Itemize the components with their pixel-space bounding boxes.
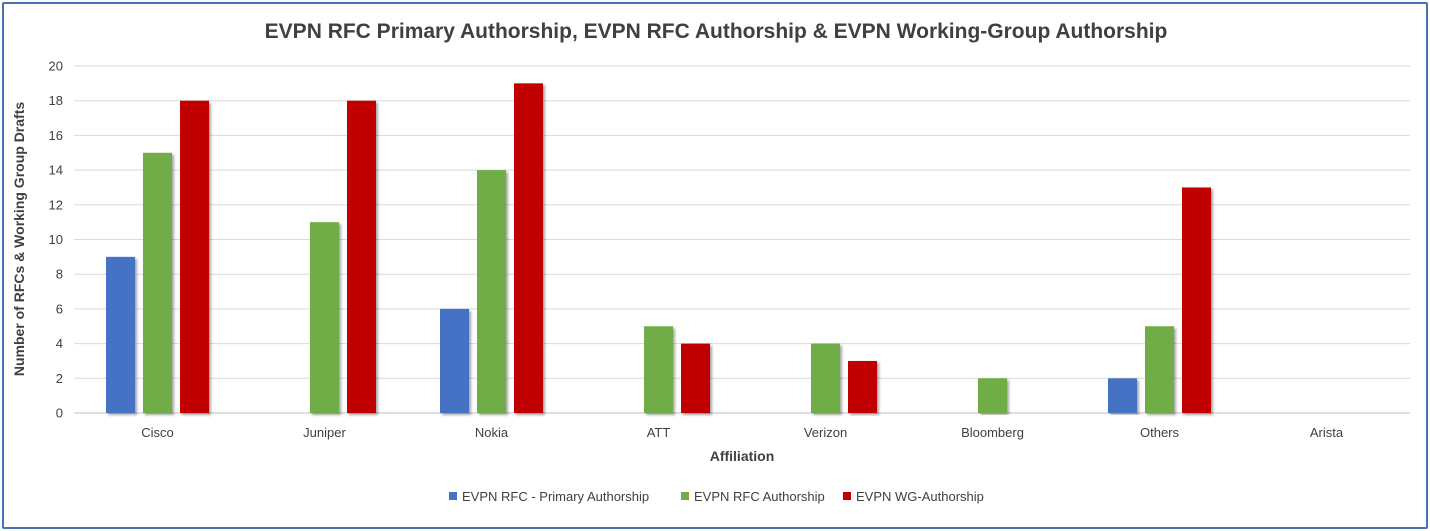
y-tick-label: 4 (56, 336, 63, 351)
x-tick-label-cisco: Cisco (141, 425, 174, 440)
legend-swatch-1 (449, 492, 457, 500)
y-tick-label: 8 (56, 267, 63, 282)
y-tick-label: 6 (56, 301, 63, 316)
bar-bloomberg-series-2 (978, 378, 1007, 413)
legend-label-2: EVPN RFC Authorship (694, 489, 825, 504)
x-tick-label-verizon: Verizon (804, 425, 847, 440)
bar-cisco-series-1 (106, 256, 135, 413)
bar-verizon-series-2 (811, 343, 840, 413)
x-axis-title: Affiliation (710, 448, 775, 464)
legend-label-1: EVPN RFC - Primary Authorship (462, 489, 649, 504)
bar-verizon-series-3 (848, 360, 877, 413)
x-tick-label-juniper: Juniper (303, 425, 346, 440)
y-tick-label: 12 (49, 197, 63, 212)
legend-swatch-2 (681, 492, 689, 500)
y-tick-label: 18 (49, 93, 63, 108)
y-tick-label: 20 (49, 59, 63, 74)
legend: EVPN RFC - Primary Authorship EVPN RFC Au… (449, 489, 984, 504)
y-tick-label: 16 (49, 128, 63, 143)
y-tick-label: 10 (49, 232, 63, 247)
x-tick-label-att: ATT (647, 425, 671, 440)
bar-att-series-2 (644, 326, 673, 413)
y-tick-label: 14 (49, 163, 63, 178)
bar-nokia-series-2 (477, 170, 506, 413)
bar-juniper-series-2 (310, 222, 339, 413)
y-axis-title: Number of RFCs & Working Group Drafts (11, 102, 27, 377)
x-axis-ticks: Cisco Juniper Nokia ATT Verizon Bloomberg Othe… (141, 425, 1344, 440)
bar-nokia-series-1 (440, 308, 469, 413)
x-tick-label-others: Others (1140, 425, 1180, 440)
bar-others-series-1 (1108, 378, 1137, 413)
y-axis-ticks: 0 2 4 6 8 10 12 14 16 18 20 (49, 59, 63, 421)
bar-cisco-series-2 (143, 152, 172, 413)
x-tick-label-bloomberg: Bloomberg (961, 425, 1024, 440)
legend-label-3: EVPN WG-Authorship (856, 489, 984, 504)
bar-juniper-series-3 (347, 100, 376, 413)
x-tick-label-nokia: Nokia (475, 425, 509, 440)
x-tick-label-arista: Arista (1310, 425, 1344, 440)
legend-swatch-3 (843, 492, 851, 500)
y-tick-label: 0 (56, 406, 63, 421)
bar-others-series-3 (1182, 187, 1211, 413)
y-tick-label: 2 (56, 371, 63, 386)
bar-nokia-series-3 (514, 83, 543, 413)
bar-others-series-2 (1145, 326, 1174, 413)
chart-title: EVPN RFC Primary Authorship, EVPN RFC Au… (265, 20, 1168, 43)
bar-cisco-series-3 (180, 100, 209, 413)
bar-att-series-3 (681, 343, 710, 413)
bars (106, 83, 1211, 413)
